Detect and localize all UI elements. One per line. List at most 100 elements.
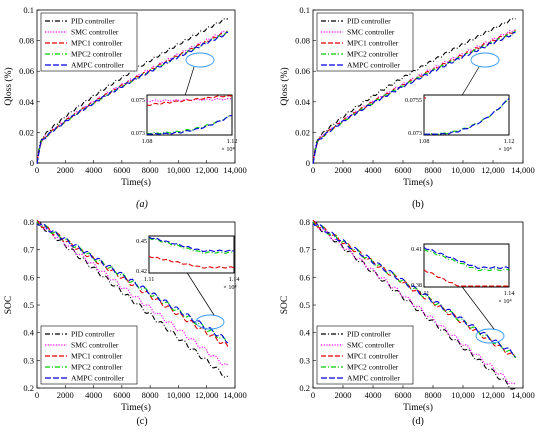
y-tick-label: 0.06 — [295, 66, 310, 76]
x-tick-label: 14,000 — [511, 165, 534, 175]
zoom-ellipse — [195, 314, 225, 330]
x-tick-label: 14,000 — [511, 390, 534, 400]
y-tick-label: 0.3 — [299, 355, 310, 365]
zoom-arrow — [186, 272, 215, 316]
plot-frame — [36, 9, 236, 164]
series-line-smc — [312, 219, 516, 386]
inset-y-tick-label: 0.45 — [136, 238, 147, 245]
x-tick-label: 6000 — [395, 390, 412, 400]
series-line-ampc — [312, 223, 516, 358]
inset-x-tick-label: 1.11 — [144, 276, 155, 283]
x-tick-label: 8000 — [142, 390, 159, 400]
series-line-pid — [312, 18, 516, 164]
y-axis-label: Qloss (%) — [3, 67, 14, 105]
inset-series-ampc — [424, 98, 510, 135]
y-tick-label: 0.04 — [19, 97, 35, 107]
x-tick-label: 0 — [311, 390, 315, 400]
y-tick-label: 0.4 — [23, 328, 34, 338]
legend-frame — [40, 12, 138, 72]
x-tick-label: 6000 — [113, 390, 130, 400]
x-tick-label: 0 — [35, 390, 39, 400]
legend-label-mpc1: MPC1 controller — [71, 39, 123, 48]
legend-label-mpc2: MPC2 controller — [71, 363, 123, 372]
inset-y-tick-label: 0.0755 — [405, 97, 422, 104]
y-tick-label: 0.7 — [23, 245, 34, 255]
legend-frame — [316, 12, 414, 72]
legend-frame — [40, 325, 138, 385]
zoom-arrow — [461, 66, 480, 96]
y-tick-label: 0.08 — [295, 36, 310, 46]
y-tick-label: 0.06 — [19, 66, 34, 76]
x-tick-label: 12,000 — [195, 165, 218, 175]
legend-label-pid: PID controller — [71, 330, 115, 339]
x-tick-label: 2000 — [335, 165, 352, 175]
x-tick-label: 4000 — [365, 390, 382, 400]
x-tick-label: 4000 — [365, 165, 382, 175]
x-tick-label: 8000 — [425, 390, 442, 400]
legend-label-pid: PID controller — [347, 17, 391, 26]
x-tick-label: 8000 — [142, 165, 159, 175]
zoom-inset: 0.073 0.0755 1.08 1.12× 10⁴ — [405, 52, 515, 153]
y-tick-label: 0.2 — [23, 383, 34, 393]
legend-label-mpc2: MPC2 controller — [71, 50, 123, 59]
legend-label-ampc: AMPC controller — [347, 61, 400, 70]
inset-x-exponent: × 10⁴ — [498, 146, 511, 153]
inset-series-mpc2 — [423, 248, 510, 272]
zoom-inset: 0.073 0.075 1.08 1.12× 10⁴ — [131, 52, 237, 153]
inset-x-exponent: × 10⁴ — [223, 284, 236, 291]
inset-x-tick-label: 1.08 — [142, 138, 153, 145]
inset-y-tick-label: 0.42 — [136, 268, 147, 275]
subplot-c: 0 2000 4000 6000 8000 10,000 12,000 14,000 0.2 0.… — [4, 217, 247, 427]
x-tick-label: 2000 — [57, 390, 74, 400]
inset-series-ampc — [147, 114, 233, 135]
y-tick-label: 0.6 — [23, 272, 34, 282]
x-tick-label: 14,000 — [223, 165, 246, 175]
y-tick-label: 0.6 — [299, 272, 310, 282]
series-line-ampc — [312, 31, 516, 165]
y-tick-label: 0.08 — [19, 36, 34, 46]
legend-label-mpc1: MPC1 controller — [347, 39, 399, 48]
x-axis-label: Time(s) — [121, 402, 151, 413]
y-tick-label: 0.4 — [299, 328, 310, 338]
legend-label-mpc1: MPC1 controller — [347, 352, 399, 361]
legend-label-mpc2: MPC2 controller — [347, 363, 399, 372]
subplot-caption: (d) — [412, 416, 424, 427]
x-tick-label: 10,000 — [167, 165, 190, 175]
zoom-ellipse — [475, 328, 505, 344]
inset-x-tick-label: 1.14 — [504, 290, 515, 297]
series-line-mpc2 — [312, 221, 516, 359]
y-tick-label: 0.5 — [299, 300, 310, 310]
inset-y-tick-label: 0.073 — [408, 130, 422, 137]
subplot-a: 0 2000 4000 6000 8000 10,000 12,000 14,000 0 0.02… — [3, 5, 247, 210]
inset-x-tick-label: 1.12 — [504, 138, 515, 145]
series-line-mpc2 — [36, 221, 229, 345]
x-tick-label: 8000 — [425, 165, 442, 175]
inset-y-tick-label: 0.38 — [411, 282, 422, 289]
inset-frame — [146, 94, 233, 136]
x-tick-label: 10,000 — [451, 165, 474, 175]
inset-x-tick-label: 1.14 — [229, 276, 240, 283]
inset-x-tick-label: 1.11 — [419, 290, 430, 297]
inset-x-exponent: × 10⁴ — [221, 146, 234, 153]
series-line-ampc — [36, 223, 229, 344]
x-tick-label: 6000 — [113, 165, 130, 175]
y-tick-label: 0.7 — [299, 245, 310, 255]
inset-y-tick-label: 0.073 — [131, 130, 145, 137]
legend-label-ampc: AMPC controller — [71, 61, 124, 70]
subplot-caption: (c) — [136, 416, 147, 427]
series-line-pid — [36, 18, 229, 164]
y-tick-label: 0.5 — [23, 300, 34, 310]
x-tick-label: 12,000 — [195, 390, 218, 400]
legend-label-smc: SMC controller — [347, 28, 395, 37]
plot-frame — [312, 9, 524, 164]
legend-frame — [316, 325, 414, 385]
legend: PID controller SMC controller MPC1 control… — [40, 325, 138, 385]
inset-series-mpc1 — [146, 95, 232, 107]
zoom-ellipse — [470, 52, 500, 68]
legend: PID controller SMC controller MPC1 control… — [40, 12, 138, 72]
inset-x-exponent: × 10⁴ — [498, 298, 511, 305]
subplot-b: 0 2000 4000 6000 8000 10,000 12,000 14,000 0 0.02… — [279, 5, 535, 210]
legend-label-smc: SMC controller — [71, 28, 119, 37]
subplot-caption: (b) — [412, 199, 424, 210]
